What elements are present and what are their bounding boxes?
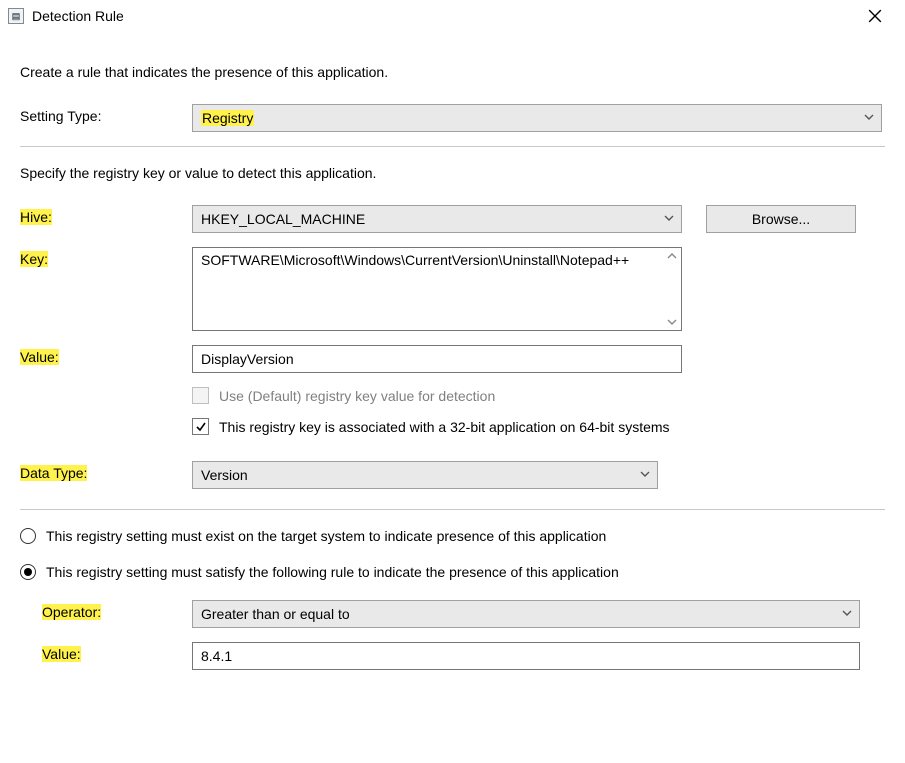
hive-value: HKEY_LOCAL_MACHINE bbox=[201, 211, 365, 227]
chevron-down-icon bbox=[666, 316, 678, 328]
data-type-label: Data Type: bbox=[20, 461, 192, 481]
chevron-up-icon bbox=[666, 250, 678, 262]
titlebar: ▤ Detection Rule bbox=[0, 0, 905, 32]
key-textarea[interactable]: SOFTWARE\Microsoft\Windows\CurrentVersio… bbox=[192, 247, 682, 331]
row-data-type: Data Type: Version bbox=[20, 461, 885, 489]
window-title: Detection Rule bbox=[32, 8, 124, 24]
separator bbox=[20, 146, 885, 147]
key-value: SOFTWARE\Microsoft\Windows\CurrentVersio… bbox=[193, 248, 663, 330]
operator-value: Greater than or equal to bbox=[201, 606, 350, 622]
assoc-32bit-label: This registry key is associated with a 3… bbox=[219, 419, 670, 435]
key-label: Key: bbox=[20, 247, 192, 267]
operator-label: Operator: bbox=[42, 600, 192, 620]
use-default-checkbox bbox=[192, 387, 209, 404]
use-default-label: Use (Default) registry key value for det… bbox=[219, 388, 495, 404]
rule-value-label: Value: bbox=[42, 642, 192, 662]
close-button[interactable] bbox=[855, 2, 895, 30]
use-default-checkbox-row: Use (Default) registry key value for det… bbox=[192, 387, 885, 404]
row-rule-value: Value: 8.4.1 bbox=[42, 642, 885, 670]
radio-must-exist-row[interactable]: This registry setting must exist on the … bbox=[20, 528, 885, 544]
chevron-down-icon bbox=[663, 211, 675, 227]
rule-details: Operator: Greater than or equal to Value… bbox=[20, 600, 885, 670]
chevron-down-icon bbox=[863, 110, 875, 126]
setting-type-label: Setting Type: bbox=[20, 104, 192, 124]
hive-label: Hive: bbox=[20, 205, 192, 225]
operator-select[interactable]: Greater than or equal to bbox=[192, 600, 860, 628]
app-icon: ▤ bbox=[8, 8, 24, 24]
chevron-down-icon bbox=[841, 606, 853, 622]
instruction-create-rule: Create a rule that indicates the presenc… bbox=[20, 64, 885, 80]
scrollbar[interactable] bbox=[663, 248, 681, 330]
assoc-32bit-checkbox[interactable] bbox=[192, 418, 209, 435]
rule-value-input[interactable]: 8.4.1 bbox=[192, 642, 860, 670]
instruction-specify-key: Specify the registry key or value to det… bbox=[20, 165, 885, 181]
close-icon bbox=[868, 9, 882, 23]
assoc-32bit-checkbox-row: This registry key is associated with a 3… bbox=[192, 418, 885, 435]
radio-dot-icon bbox=[24, 568, 32, 576]
dialog-content: Create a rule that indicates the presenc… bbox=[0, 32, 905, 704]
check-icon bbox=[195, 421, 207, 433]
hive-select[interactable]: HKEY_LOCAL_MACHINE bbox=[192, 205, 682, 233]
radio-satisfy-rule-row[interactable]: This registry setting must satisfy the f… bbox=[20, 564, 885, 580]
row-setting-type: Setting Type: Registry bbox=[20, 104, 885, 132]
radio-satisfy-rule-label: This registry setting must satisfy the f… bbox=[46, 564, 619, 580]
separator bbox=[20, 509, 885, 510]
data-type-value: Version bbox=[201, 467, 248, 483]
setting-type-select[interactable]: Registry bbox=[192, 104, 882, 132]
row-hive: Hive: HKEY_LOCAL_MACHINE Browse... bbox=[20, 205, 885, 233]
radio-must-exist-label: This registry setting must exist on the … bbox=[46, 528, 606, 544]
value-text: DisplayVersion bbox=[201, 351, 294, 367]
radio-satisfy-rule[interactable] bbox=[20, 564, 36, 580]
radio-must-exist[interactable] bbox=[20, 528, 36, 544]
value-label: Value: bbox=[20, 345, 192, 365]
chevron-down-icon bbox=[639, 467, 651, 483]
row-key: Key: SOFTWARE\Microsoft\Windows\CurrentV… bbox=[20, 247, 885, 331]
setting-type-value: Registry bbox=[201, 110, 254, 126]
browse-button[interactable]: Browse... bbox=[706, 205, 856, 233]
row-operator: Operator: Greater than or equal to bbox=[42, 600, 885, 628]
data-type-select[interactable]: Version bbox=[192, 461, 658, 489]
titlebar-left: ▤ Detection Rule bbox=[8, 8, 124, 24]
value-input[interactable]: DisplayVersion bbox=[192, 345, 682, 373]
row-value: Value: DisplayVersion bbox=[20, 345, 885, 373]
rule-value-text: 8.4.1 bbox=[201, 648, 232, 664]
